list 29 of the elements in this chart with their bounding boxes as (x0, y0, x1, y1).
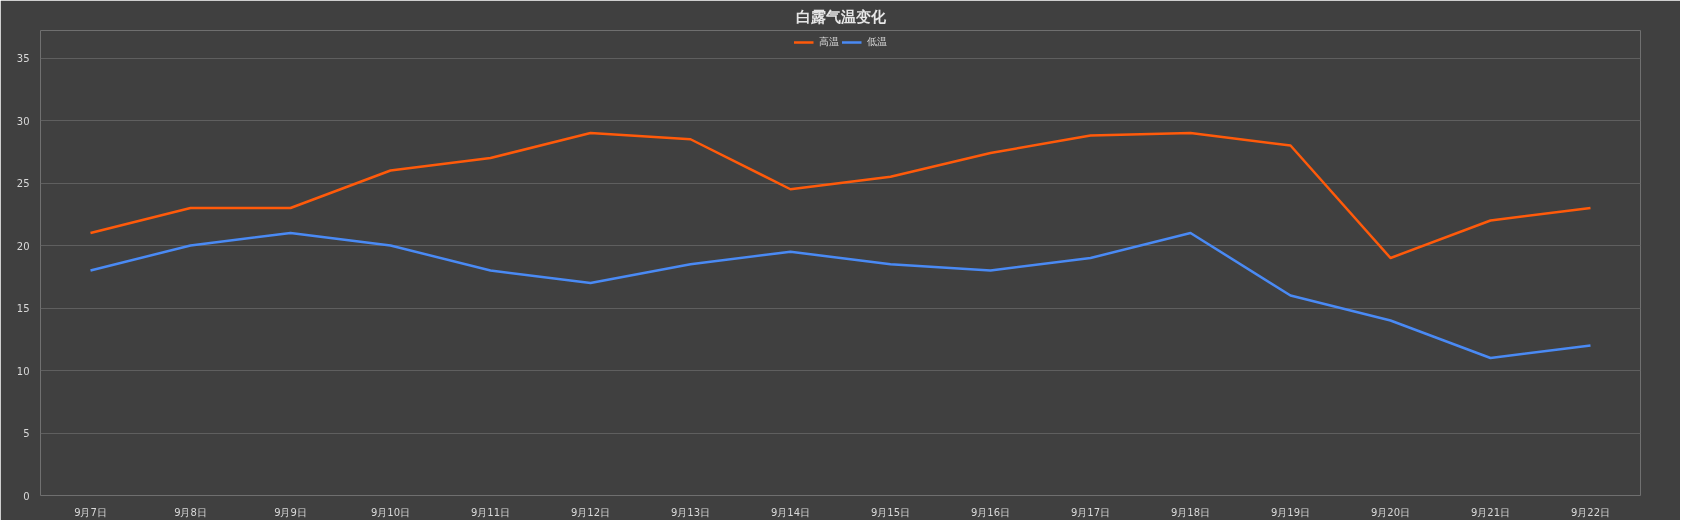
y-tick-label: 20 (16, 240, 30, 252)
x-tick-label: 9月13日 (670, 506, 711, 518)
x-tick-label: 9月14日 (770, 506, 811, 518)
x-tick-label: 9月18日 (1170, 506, 1211, 518)
y-tick-label: 5 (23, 428, 30, 439)
x-tick-label: 9月22日 (1570, 506, 1611, 518)
line-series (89, 231, 1592, 360)
y-tick-label: 0 (23, 490, 30, 502)
y-tick-label: 10 (16, 365, 30, 377)
y-tick-label: 25 (16, 178, 30, 189)
x-tick-label: 9月11日 (470, 506, 511, 518)
x-tick-label: 9月15日 (870, 506, 911, 518)
x-tick-label: 9月10日 (370, 506, 411, 518)
x-tick-label: 9月16日 (970, 506, 1011, 518)
x-tick-label: 9月12日 (570, 506, 611, 518)
x-tick-label: 9月20日 (1370, 506, 1411, 518)
x-tick-label: 9月17日 (1070, 506, 1111, 518)
x-tick-label: 9月21日 (1470, 506, 1511, 518)
y-tick-label: 35 (16, 53, 30, 64)
x-tick-label: 9月19日 (1270, 506, 1311, 518)
x-tick-label: 9月7日 (74, 506, 107, 518)
legend-label: 高温 (818, 35, 839, 49)
legend-label: 低温 (866, 35, 887, 49)
y-tick-label: 15 (16, 303, 30, 314)
x-tick-label: 9月9日 (274, 506, 307, 518)
line-series (89, 131, 1592, 260)
x-tick-label: 9月8日 (174, 506, 207, 518)
chart-title: 白露气温变化 (795, 7, 887, 26)
y-tick-label: 30 (16, 115, 30, 127)
